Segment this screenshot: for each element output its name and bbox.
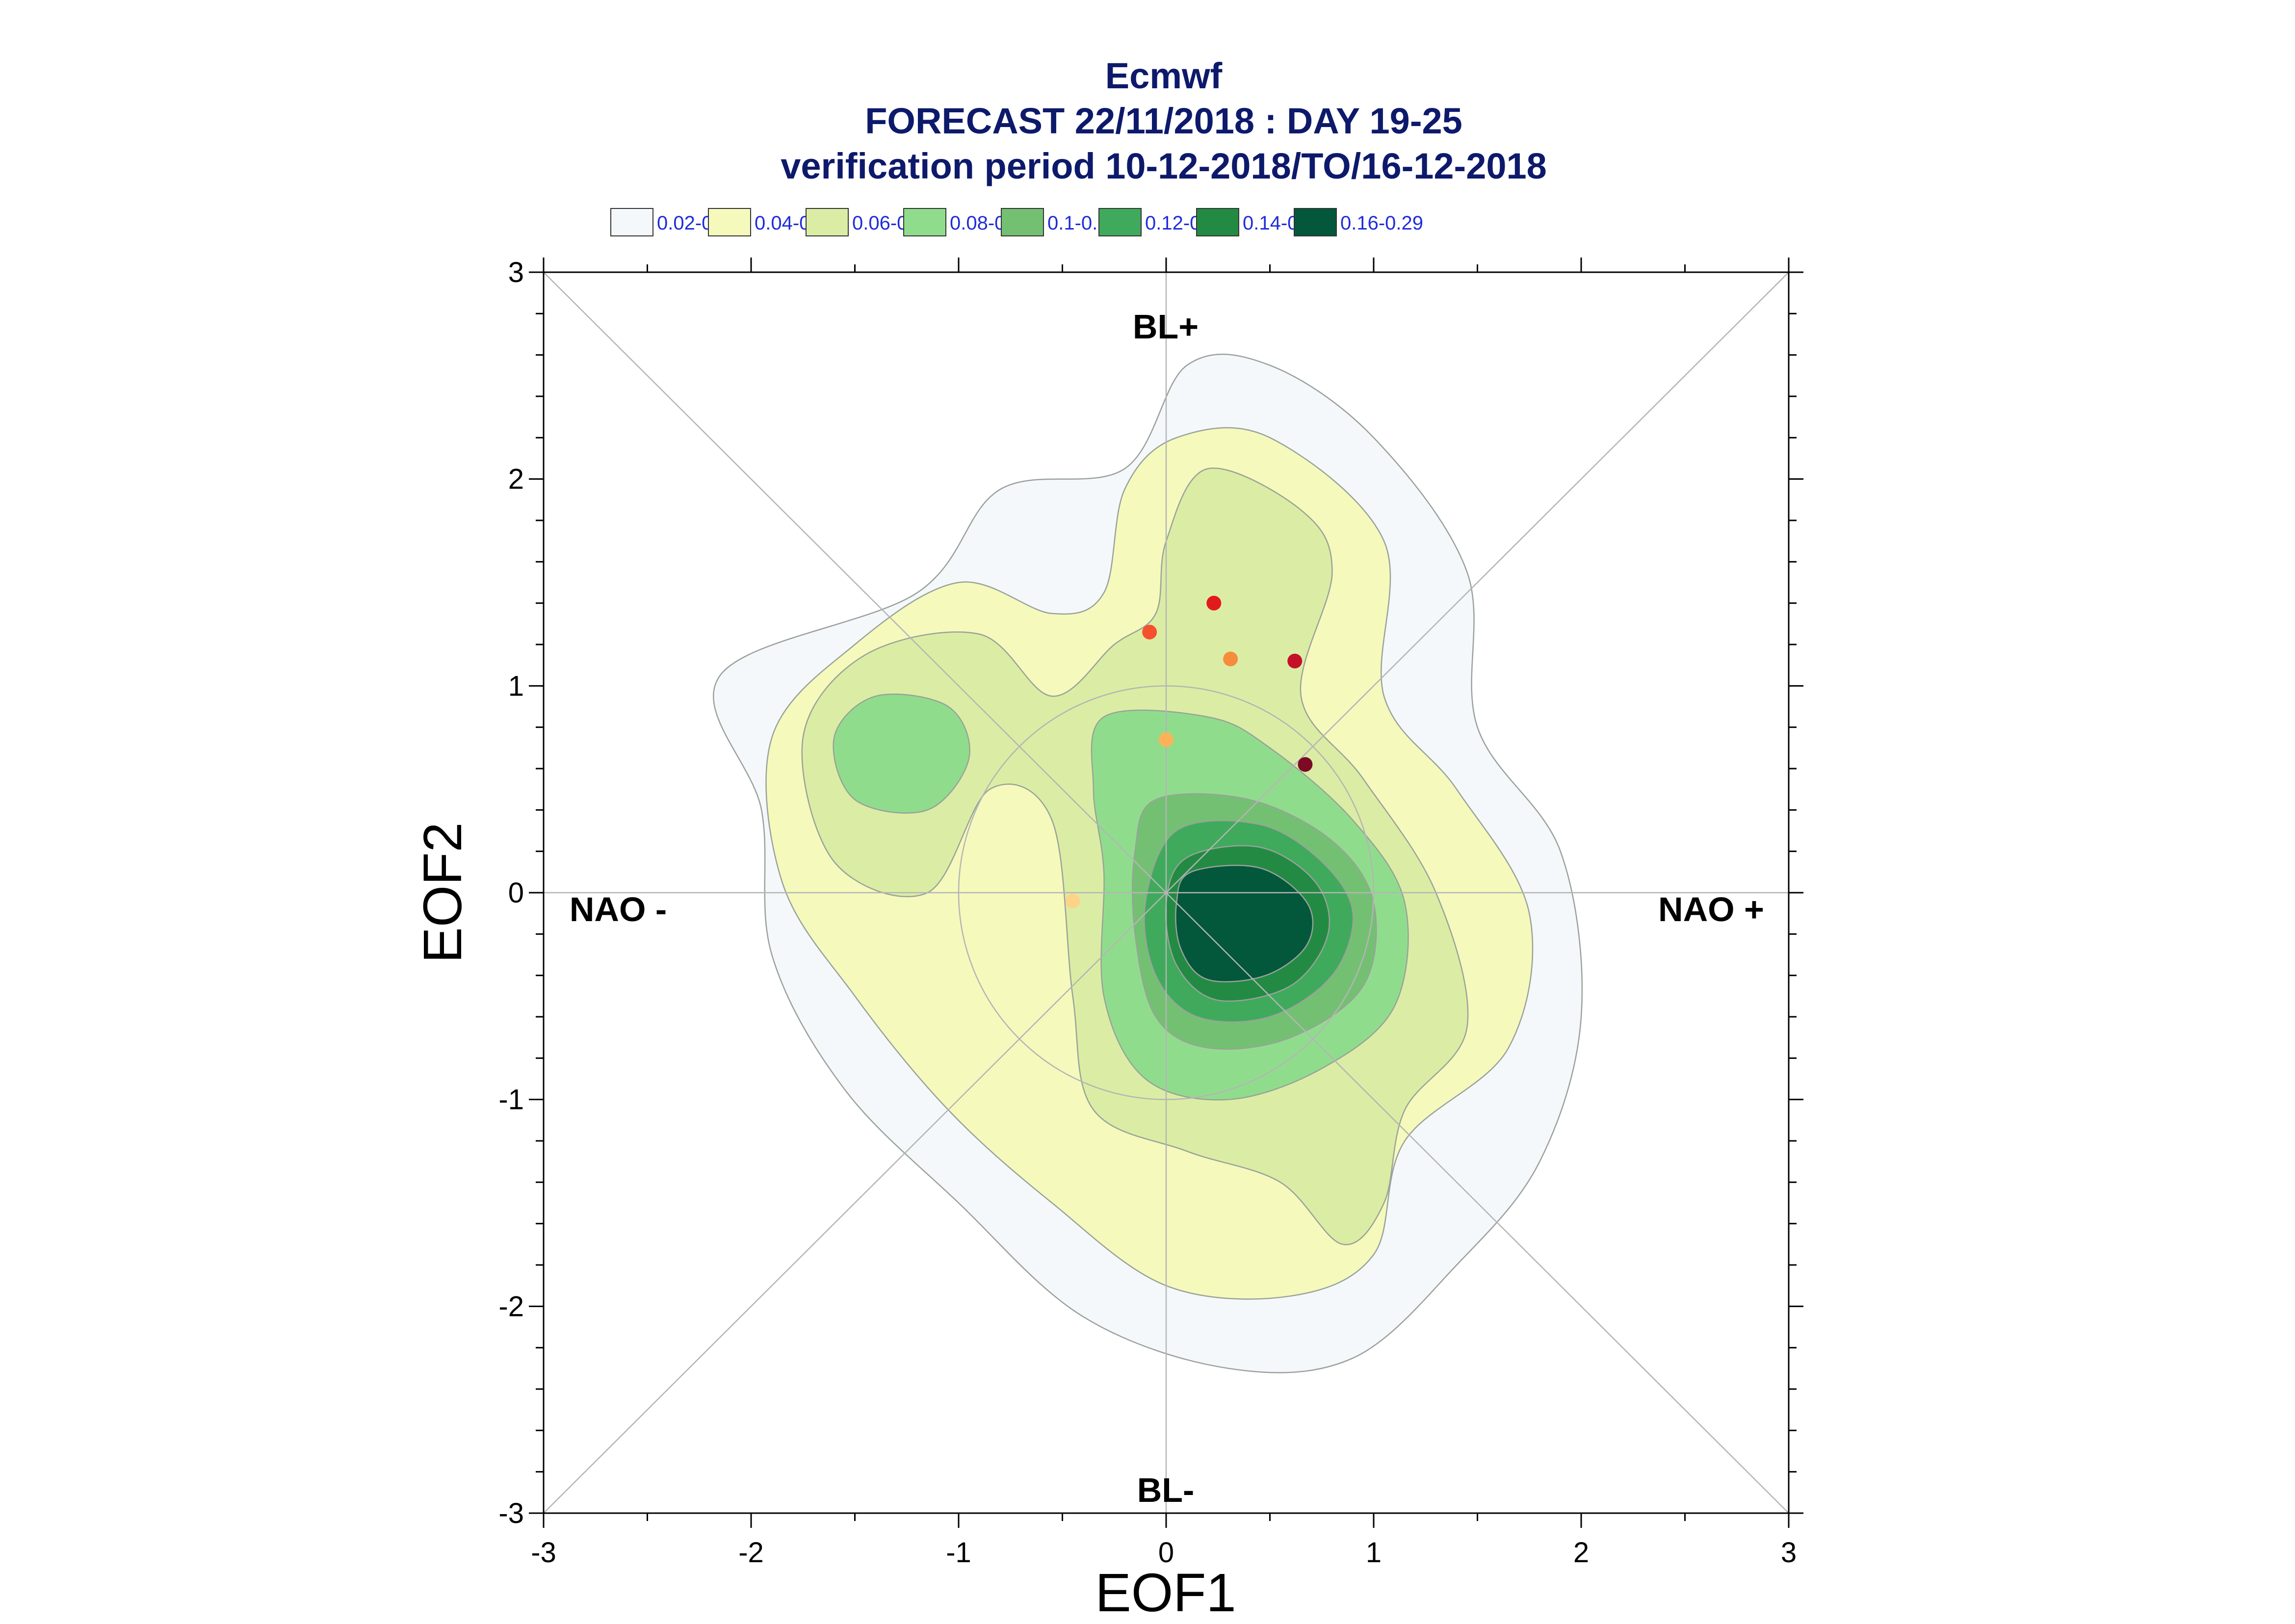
legend-swatch — [806, 208, 849, 236]
density-contour-level-3 — [833, 694, 970, 814]
ensemble-point — [1223, 651, 1238, 667]
legend-swatch — [1294, 208, 1337, 236]
data-points — [1065, 595, 1313, 908]
x-tick-label: 3 — [1781, 1537, 1797, 1569]
axes: -3 -2 -1 0 1 2 3 3 2 1 0 -1 -2 -3 — [498, 257, 1803, 1569]
legend-swatch — [708, 208, 751, 236]
chart-subtitle-verification: verification period 10-12-2018/TO/16-12-… — [781, 146, 1547, 186]
y-tick-label: -1 — [498, 1084, 524, 1116]
regime-label-nao-minus: NAO - — [570, 890, 667, 928]
ensemble-point — [1065, 893, 1080, 908]
guide-lines — [544, 272, 1789, 1513]
ensemble-point — [1142, 624, 1157, 640]
legend-swatch — [610, 208, 653, 236]
x-tick-label: 2 — [1573, 1537, 1589, 1569]
unit-circle — [958, 685, 1375, 1100]
y-tick-label: 3 — [508, 257, 524, 288]
chart-title: Ecmwf — [1105, 55, 1223, 96]
y-tick-label: -2 — [498, 1290, 524, 1322]
legend-swatch — [1098, 208, 1142, 236]
legend-swatch — [1196, 208, 1239, 236]
x-tick-label: -2 — [738, 1537, 764, 1569]
regime-label-bl-plus: BL+ — [1133, 308, 1199, 346]
y-tick-label: -3 — [498, 1497, 524, 1529]
x-axis-title: EOF1 — [1095, 1563, 1236, 1623]
y-tick-label: 1 — [508, 670, 524, 702]
regime-label-bl-minus: BL- — [1137, 1471, 1195, 1509]
x-tick-label: -3 — [531, 1537, 556, 1569]
y-tick-label: 2 — [508, 464, 524, 495]
ensemble-point — [1298, 757, 1313, 772]
density-contour-level-7 — [1175, 865, 1314, 982]
legend-swatch — [903, 208, 946, 236]
x-tick-label: 0 — [1158, 1537, 1174, 1569]
legend-swatch — [1001, 208, 1044, 236]
chart-subtitle-forecast: FORECAST 22/11/2018 : DAY 19-25 — [865, 101, 1462, 141]
legend: 0.02-0.04 0.04-0.06 0.06-0.08 0.08-0.1 0.1-0… — [610, 208, 1423, 236]
y-tick-label: 0 — [508, 877, 524, 909]
ensemble-point — [1159, 732, 1174, 747]
ensemble-point — [1206, 595, 1222, 611]
regime-label-nao-plus: NAO + — [1658, 890, 1764, 928]
legend-label: 0.16-0.29 — [1340, 212, 1423, 234]
ensemble-point — [1287, 653, 1303, 669]
y-axis-title: EOF2 — [413, 822, 473, 963]
x-tick-label: 1 — [1366, 1537, 1382, 1569]
x-tick-label: -1 — [946, 1537, 971, 1569]
